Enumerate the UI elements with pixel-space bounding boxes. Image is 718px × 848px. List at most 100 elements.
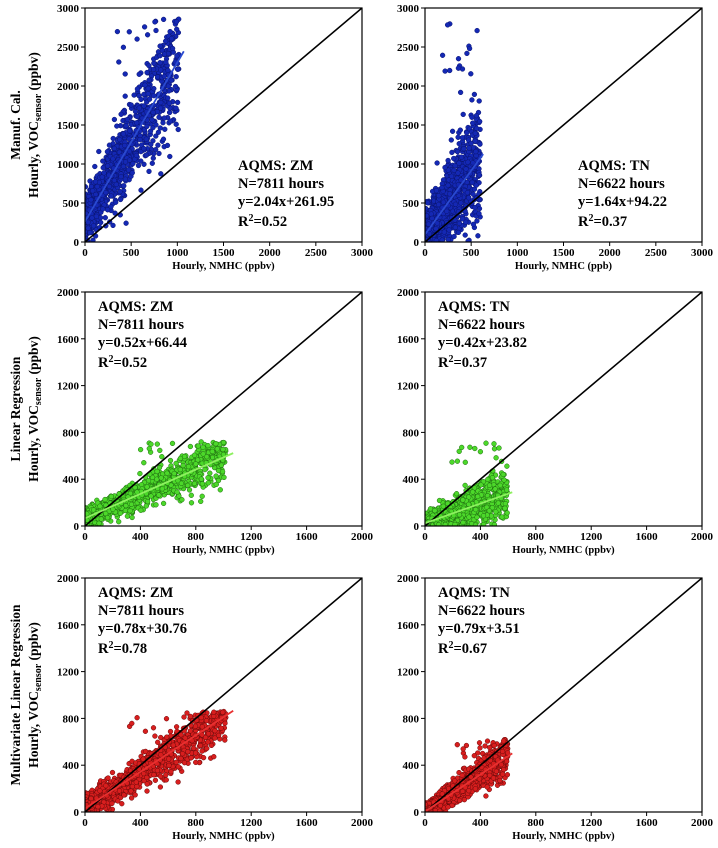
- data-point: [425, 221, 432, 227]
- row-label-line2-main: Hourly, VOC: [26, 121, 41, 198]
- panel-0-1: 0 500 1000 1500 2000 2500 30000500100015002000…: [397, 3, 714, 272]
- data-point: [167, 118, 173, 124]
- row-label-1: Manuf. Cal. Hourly, VOCsensor (ppbv): [8, 52, 44, 198]
- data-point: [156, 492, 162, 498]
- data-point: [463, 166, 469, 172]
- data-point: [129, 514, 135, 521]
- data-point: [199, 481, 206, 487]
- y-tick-label: 1000: [397, 159, 420, 171]
- data-point: [93, 213, 100, 219]
- scatter-points: [425, 21, 483, 242]
- data-point: [209, 448, 215, 455]
- data-point: [455, 170, 461, 176]
- data-point: [142, 82, 148, 88]
- data-point: [205, 475, 211, 481]
- data-point: [440, 199, 447, 205]
- data-point: [473, 125, 480, 131]
- data-point: [96, 148, 102, 155]
- one-to-one-line: [85, 292, 362, 526]
- data-point: [157, 43, 163, 49]
- data-point: [146, 445, 152, 452]
- data-point: [155, 142, 161, 148]
- data-point: [455, 134, 461, 140]
- data-point: [445, 182, 451, 188]
- data-point: [469, 114, 475, 120]
- data-point: [188, 500, 195, 506]
- data-point: [126, 29, 132, 35]
- data-point: [122, 142, 128, 149]
- data-point: [108, 204, 114, 210]
- data-point: [463, 219, 469, 225]
- y-tick-label: 500: [403, 198, 420, 210]
- data-point: [477, 118, 483, 125]
- data-point: [504, 463, 510, 469]
- regression-equation: y=0.52x+66.44: [98, 335, 187, 351]
- data-point: [90, 188, 96, 194]
- x-tick-label: 800: [188, 531, 205, 543]
- x-tick-label: 400: [132, 531, 149, 543]
- data-point: [105, 163, 111, 169]
- data-point: [153, 133, 159, 139]
- row-label-line2-sub: sensor: [33, 663, 44, 691]
- data-point: [153, 122, 159, 128]
- data-point: [445, 157, 451, 164]
- data-point: [214, 446, 220, 452]
- x-tick-label: 500: [463, 247, 480, 259]
- data-point: [104, 149, 111, 155]
- data-point: [476, 172, 483, 178]
- x-tick-label: 1200: [240, 531, 263, 543]
- data-point: [141, 103, 147, 109]
- data-point: [470, 221, 477, 227]
- r-squared: R2=0.52: [98, 354, 147, 371]
- data-point: [150, 66, 157, 73]
- regression-line: [85, 50, 185, 223]
- data-point: [175, 126, 181, 133]
- y-tick-label: 1500: [397, 120, 420, 132]
- data-point: [138, 507, 144, 513]
- data-point: [429, 215, 435, 222]
- row-label-3: Multivariate Linear Regression Hourly, VO…: [8, 604, 44, 785]
- data-point: [469, 97, 475, 103]
- data-point: [199, 493, 205, 499]
- data-point: [173, 74, 179, 80]
- y-tick-label: 800: [63, 427, 80, 439]
- data-point: [425, 200, 431, 206]
- data-point: [166, 109, 173, 116]
- data-point: [454, 149, 461, 155]
- data-point: [85, 511, 90, 517]
- station-label: AQMS: ZM: [98, 299, 174, 315]
- data-point: [144, 498, 151, 505]
- data-point: [474, 218, 480, 224]
- data-point: [108, 193, 114, 199]
- data-point: [462, 232, 468, 238]
- data-point: [198, 476, 205, 482]
- row-label-line2-unit: (ppbv): [26, 336, 41, 378]
- data-point: [134, 86, 141, 92]
- data-point: [446, 227, 452, 233]
- data-point: [118, 173, 124, 180]
- data-point: [425, 213, 430, 219]
- data-point: [217, 487, 223, 493]
- data-point: [221, 474, 227, 481]
- panel-1-1: 0 400 800 1200 1600 20000400800120016002000Ho…: [397, 287, 714, 556]
- data-point: [135, 162, 142, 169]
- data-point: [106, 142, 113, 148]
- y-tick-label: 0: [74, 237, 80, 249]
- scatter-points: [85, 439, 229, 526]
- data-point: [464, 50, 470, 57]
- data-point: [103, 510, 109, 517]
- data-point: [491, 522, 498, 526]
- data-point: [137, 470, 143, 477]
- data-point: [472, 204, 478, 211]
- data-point: [103, 189, 109, 196]
- regression-line: [85, 452, 234, 520]
- data-point: [205, 442, 211, 449]
- data-point: [130, 160, 136, 167]
- x-tick-label: 0: [82, 531, 88, 543]
- data-point: [444, 22, 451, 28]
- data-point: [464, 130, 470, 136]
- x-tick-label: 3000: [691, 247, 714, 259]
- panel-0-0: 0 500 1000 1500 2000 2500 30000500100015002000…: [57, 3, 374, 272]
- data-point: [174, 99, 181, 106]
- data-point: [144, 123, 150, 130]
